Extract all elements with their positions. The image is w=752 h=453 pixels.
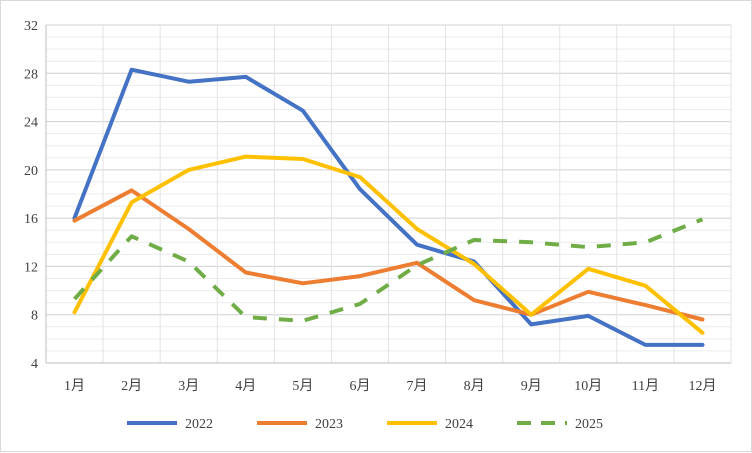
x-tick-label: 7月	[407, 378, 428, 394]
x-tick-label: 5月	[292, 378, 313, 394]
legend: 2022 2023 2024 2025	[127, 417, 603, 432]
series-line-2023	[72, 188, 705, 322]
y-axis-ticks: 4 8 12 16 20 24 28 32	[24, 19, 38, 372]
series-line-2024	[72, 154, 705, 335]
x-tick-label: 10月	[574, 378, 602, 394]
y-tick-label: 32	[24, 19, 38, 34]
y-tick-label: 24	[24, 116, 38, 131]
x-tick-label: 6月	[349, 378, 370, 394]
y-tick-label: 28	[24, 67, 38, 82]
x-tick-label: 11月	[632, 378, 659, 394]
x-tick-label: 8月	[464, 378, 485, 394]
series-line-2025	[73, 217, 704, 323]
legend-label-2022: 2022	[185, 417, 213, 432]
x-axis-ticks: 1月 2月 3月 4月 5月 6月 7月 8月 9月 10月 11月 12月	[64, 378, 716, 394]
legend-label-2025: 2025	[575, 417, 603, 432]
legend-label-2024: 2024	[445, 417, 473, 432]
x-tick-label: 1月	[64, 378, 85, 394]
x-tick-label: 3月	[178, 378, 199, 394]
x-tick-label: 12月	[688, 378, 716, 394]
series-lines	[72, 67, 705, 347]
y-tick-label: 12	[24, 260, 38, 275]
series-line-2022	[72, 67, 705, 347]
x-tick-label: 2月	[121, 378, 142, 394]
x-tick-label: 4月	[235, 378, 256, 394]
y-tick-label: 20	[24, 164, 38, 179]
x-tick-label: 9月	[521, 378, 542, 394]
y-tick-label: 4	[31, 357, 38, 372]
legend-label-2023: 2023	[315, 417, 343, 432]
y-tick-label: 16	[24, 212, 38, 227]
y-tick-label: 8	[31, 309, 38, 324]
